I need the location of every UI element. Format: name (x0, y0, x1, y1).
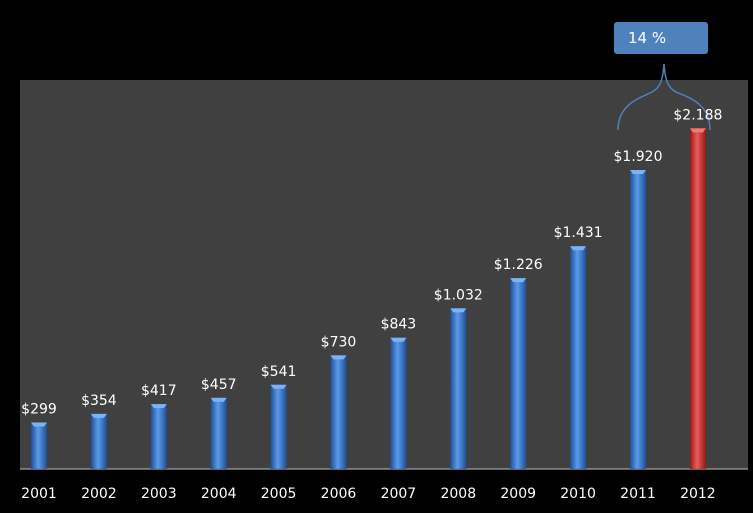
x-tick-label-2005: 2005 (261, 486, 297, 502)
x-tick-label-2008: 2008 (440, 486, 476, 502)
bar-2007 (390, 338, 406, 469)
data-label-2002: $354 (81, 393, 117, 409)
data-label-2010: $1.431 (554, 225, 603, 241)
data-label-2009: $1.226 (494, 257, 543, 273)
growth-annotation: 14 % (614, 22, 708, 54)
bar-2004 (211, 398, 227, 469)
bar-2012 (690, 128, 706, 469)
x-tick-label-2002: 2002 (81, 486, 117, 502)
bar-2003 (151, 404, 167, 469)
x-tick-label-2004: 2004 (201, 486, 237, 502)
x-tick-label-2001: 2001 (21, 486, 57, 502)
bar-2011 (630, 170, 646, 469)
data-label-2003: $417 (141, 383, 177, 399)
x-tick-label-2007: 2007 (381, 486, 417, 502)
x-tick-label-2011: 2011 (620, 486, 656, 502)
data-label-2008: $1.032 (434, 287, 483, 303)
data-label-2011: $1.920 (614, 149, 663, 165)
data-label-2001: $299 (21, 401, 57, 417)
bar-2010 (570, 246, 586, 469)
data-label-2007: $843 (381, 317, 417, 333)
bar-2001 (31, 422, 47, 469)
x-tick-label-2009: 2009 (500, 486, 536, 502)
x-tick-label-2010: 2010 (560, 486, 596, 502)
bar-2006 (331, 355, 347, 469)
data-label-2005: $541 (261, 364, 297, 380)
data-label-2006: $730 (321, 334, 357, 350)
data-label-2004: $457 (201, 377, 237, 393)
x-tick-label-2006: 2006 (321, 486, 357, 502)
x-tick-label-2003: 2003 (141, 486, 177, 502)
data-label-2012: $2.188 (673, 107, 722, 123)
bar-2008 (450, 308, 466, 469)
bar-2002 (91, 414, 107, 469)
x-tick-label-2012: 2012 (680, 486, 716, 502)
bar-2005 (271, 385, 287, 469)
bar-2009 (510, 278, 526, 469)
